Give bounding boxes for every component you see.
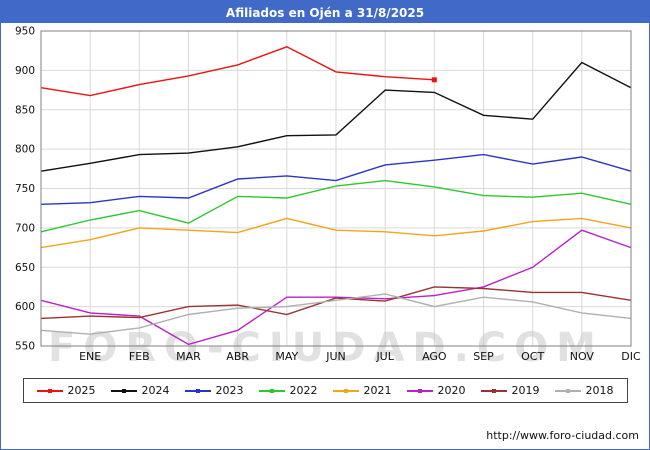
legend-swatch-2019: [480, 388, 507, 393]
svg-text:MAR: MAR: [176, 350, 201, 363]
footer: http://www.foro-ciudad.com: [486, 429, 639, 442]
legend-item-2020: 2020: [406, 384, 466, 397]
legend-swatch-2024: [110, 388, 137, 393]
legend-item-2018: 2018: [554, 384, 614, 397]
series-line-2019: [40, 286, 632, 320]
legend-label-2018: 2018: [585, 384, 614, 397]
footer-url-link[interactable]: http://www.foro-ciudad.com: [486, 429, 639, 442]
legend-label-2019: 2019: [511, 384, 540, 397]
series-line-2021: [40, 217, 632, 249]
legend-item-2024: 2024: [110, 384, 170, 397]
legend-label-2021: 2021: [363, 384, 392, 397]
legend-label-2023: 2023: [215, 384, 244, 397]
svg-text:NOV: NOV: [570, 350, 595, 363]
legend-label-2020: 2020: [437, 384, 466, 397]
svg-text:750: 750: [15, 183, 35, 195]
svg-text:JUN: JUN: [325, 350, 346, 363]
series-line-2025: [40, 46, 435, 97]
legend-swatch-2022: [258, 388, 285, 393]
chart-title-bar: Afiliados en Ojén a 31/8/2025: [1, 1, 649, 23]
legend-item-2021: 2021: [332, 384, 392, 397]
legend-item-2023: 2023: [184, 384, 244, 397]
y-tick-labels: 550 600 650 700 750 800 850 900 950: [15, 26, 35, 353]
svg-text:FEB: FEB: [129, 350, 150, 363]
svg-text:ENE: ENE: [79, 350, 101, 363]
legend-swatch-2023: [184, 388, 211, 393]
series-line-2023: [40, 153, 632, 205]
legend-label-2022: 2022: [289, 384, 318, 397]
legend-swatch-2025: [36, 388, 63, 393]
svg-text:JUL: JUL: [375, 350, 394, 363]
series-end-marker-2025: [431, 77, 437, 83]
legend-swatch-2021: [332, 388, 359, 393]
svg-text:OCT: OCT: [521, 350, 544, 363]
legend-item-2025: 2025: [36, 384, 96, 397]
legend-row: 2025 2024 2023 2022 2021 2020 2019 2018: [1, 378, 649, 403]
series-line-2020: [40, 229, 632, 346]
svg-text:DIC: DIC: [621, 350, 641, 363]
series-lines: [40, 46, 632, 346]
legend-item-2019: 2019: [480, 384, 540, 397]
line-chart-plot: FORO-CIUDAD.COM 550 600 650 700 750 800 850 900 9…: [15, 26, 641, 372]
series-line-2022: [40, 179, 632, 233]
series-line-2024: [40, 61, 632, 172]
chart-legend: 2025 2024 2023 2022 2021 2020 2019 2018: [22, 378, 628, 403]
chart-area: FORO-CIUDAD.COM 550 600 650 700 750 800 850 900 9…: [1, 23, 649, 372]
series-line-2018: [40, 293, 632, 335]
chart-title: Afiliados en Ojén a 31/8/2025: [225, 6, 425, 20]
svg-text:950: 950: [15, 26, 35, 38]
svg-text:900: 900: [15, 65, 35, 77]
legend-swatch-2018: [554, 388, 581, 393]
gridlines: [41, 30, 632, 347]
legend-swatch-2020: [406, 388, 433, 393]
svg-text:800: 800: [15, 144, 35, 156]
svg-text:550: 550: [15, 341, 35, 353]
x-tick-labels: ENE FEB MAR ABR MAY JUN JUL AGO SEP OCT NOV DIC: [79, 350, 641, 363]
svg-text:MAY: MAY: [275, 350, 298, 363]
svg-text:AGO: AGO: [422, 350, 447, 363]
svg-text:850: 850: [15, 104, 35, 116]
legend-item-2022: 2022: [258, 384, 318, 397]
svg-text:ABR: ABR: [226, 350, 249, 363]
svg-text:650: 650: [15, 262, 35, 274]
legend-label-2024: 2024: [141, 384, 170, 397]
plot-border: [40, 30, 632, 347]
svg-text:600: 600: [15, 301, 35, 313]
svg-text:700: 700: [15, 222, 35, 234]
watermark-text: FORO-CIUDAD.COM: [48, 325, 604, 369]
svg-text:SEP: SEP: [473, 350, 494, 363]
legend-label-2025: 2025: [67, 384, 96, 397]
